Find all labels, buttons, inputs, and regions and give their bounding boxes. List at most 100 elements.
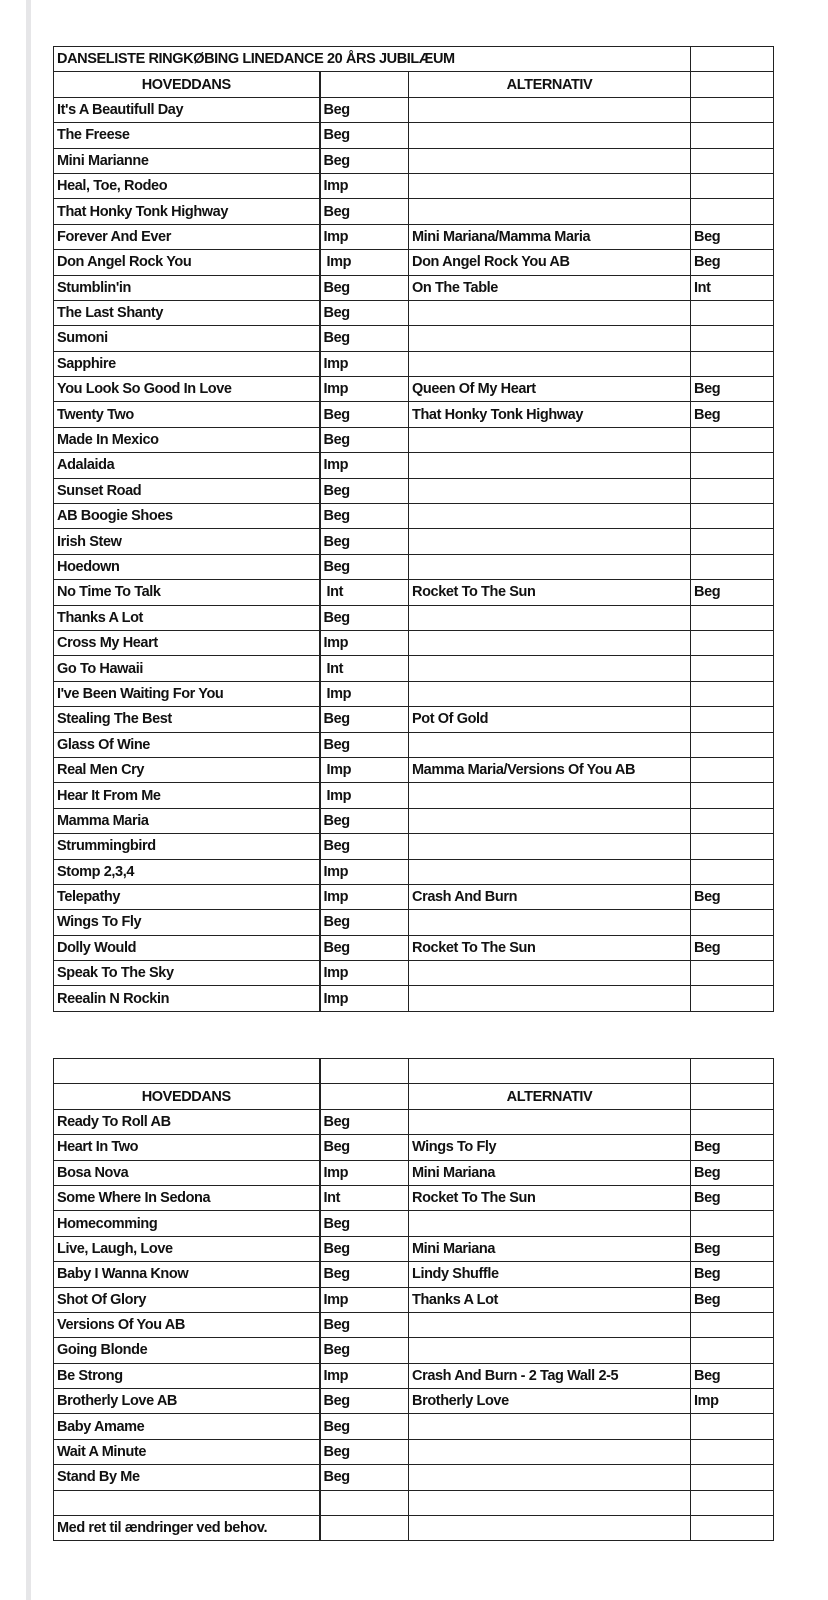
table-row: Bosa Nova Imp Mini Mariana Beg [53, 1159, 774, 1186]
empty-row [53, 1489, 774, 1517]
dance-name: No Time To Talk [53, 579, 320, 606]
table-row: Stumblin'in Beg On The Table Int [53, 274, 774, 301]
dance-level: Beg [318, 934, 409, 962]
table-row: Telepathy Imp Crash And Burn Beg [53, 883, 774, 911]
alternative-dance: Mamma Maria/Versions Of You AB [408, 756, 691, 784]
table-row: Mamma Maria Beg [53, 807, 774, 835]
dance-level: Beg [318, 528, 409, 555]
footer-note: Med ret til ændringer ved behov. [53, 1515, 320, 1542]
table-row: Live, Laugh, Love Beg Mini Mariana Beg [53, 1235, 774, 1263]
alternative-dance [408, 1337, 691, 1364]
document-title: DANSELISTE RINGKØBING LINEDANCE 20 ÅRS J… [53, 45, 691, 73]
dance-name: Stand By Me [53, 1464, 320, 1491]
dance-name: Brotherly Love AB [53, 1388, 320, 1415]
table-row: Real Men Cry Imp Mamma Maria/Versions Of Y… [53, 756, 774, 784]
table-row: Go To Hawaii Int [53, 655, 774, 682]
alternative-dance [408, 858, 691, 885]
dance-level: Beg [318, 1210, 409, 1237]
dance-level: Int [318, 579, 409, 606]
table-row: Glass Of Wine Beg [53, 731, 774, 758]
alternative-level: Beg [690, 249, 774, 276]
alternative-dance [408, 96, 691, 124]
alternative-dance [408, 477, 691, 505]
alternative-level: Beg [690, 223, 774, 251]
dance-name: Sumoni [53, 325, 320, 352]
dance-name: Going Blonde [53, 1337, 320, 1364]
table-row: Baby Amame Beg [53, 1413, 774, 1440]
dance-level: Beg [318, 1311, 409, 1339]
dance-name: Made In Mexico [53, 426, 320, 454]
alternative-level [690, 1464, 774, 1491]
dance-level: Beg [318, 401, 409, 428]
dance-name: Don Angel Rock You [53, 249, 320, 276]
dance-name: Speak To The Sky [53, 960, 320, 987]
alternative-level [690, 528, 774, 555]
dance-level: Imp [318, 883, 409, 911]
alternative-level [690, 350, 774, 378]
dance-level: Imp [318, 452, 409, 479]
alternative-dance: Lindy Shuffle [408, 1261, 691, 1288]
alternative-level [690, 655, 774, 682]
dance-name: Some Where In Sedona [53, 1184, 320, 1212]
table-row: Speak To The Sky Imp [53, 960, 774, 987]
dance-level: Imp [318, 756, 409, 784]
dance-level: Imp [318, 782, 409, 809]
alternative-level [690, 1413, 774, 1440]
table-row: You Look So Good In Love Imp Queen Of My H… [53, 376, 774, 403]
table-row: Reealin N Rockin Imp [53, 985, 774, 1012]
table-row: Thanks A Lot Beg [53, 604, 774, 631]
alternative-dance [408, 960, 691, 987]
alternative-dance: That Honky Tonk Highway [408, 401, 691, 428]
table-row: Made In Mexico Beg [53, 426, 774, 454]
table-row: Homecomming Beg [53, 1210, 774, 1237]
alternative-dance [408, 1464, 691, 1491]
dance-name: Versions Of You AB [53, 1311, 320, 1339]
alternative-level [690, 858, 774, 885]
alternative-level: Beg [690, 1235, 774, 1263]
alternative-level: Beg [690, 1134, 774, 1161]
dance-name: Wings To Fly [53, 909, 320, 936]
dance-name: You Look So Good In Love [53, 376, 320, 403]
dance-name: That Honky Tonk Highway [53, 198, 320, 225]
alternative-dance [408, 909, 691, 936]
table-row: Shot Of Glory Imp Thanks A Lot Beg [53, 1286, 774, 1313]
table-row: Baby I Wanna Know Beg Lindy Shuffle Beg [53, 1261, 774, 1288]
footer-row: Med ret til ændringer ved behov. [53, 1515, 774, 1542]
alternative-level [690, 1438, 774, 1466]
table-row: No Time To Talk Int Rocket To The Sun Beg [53, 579, 774, 606]
alternative-dance [408, 553, 691, 581]
table-row: Sunset Road Beg [53, 477, 774, 505]
alternative-dance [408, 782, 691, 809]
alternative-level: Imp [690, 1388, 774, 1415]
dance-name: Strummingbird [53, 833, 320, 860]
table-row: Irish Stew Beg [53, 528, 774, 555]
alternative-level [690, 122, 774, 149]
alternative-dance [408, 985, 691, 1012]
alternative-dance [408, 1413, 691, 1440]
alternative-level [690, 807, 774, 835]
table-row: Versions Of You AB Beg [53, 1311, 774, 1339]
dance-level: Beg [318, 1108, 409, 1136]
alternative-level [690, 731, 774, 758]
alternative-level [690, 426, 774, 454]
dance-name: Heart In Two [53, 1134, 320, 1161]
alternative-level [690, 147, 774, 174]
dance-level: Imp [318, 1159, 409, 1186]
table-row: Twenty Two Beg That Honky Tonk Highway Beg [53, 401, 774, 428]
alternative-level: Beg [690, 1286, 774, 1313]
table-row: Wait A Minute Beg [53, 1438, 774, 1466]
dance-level: Beg [318, 706, 409, 733]
dance-name: The Freese [53, 122, 320, 149]
table-row: Hoedown Beg [53, 553, 774, 581]
alternative-level: Beg [690, 376, 774, 403]
alternative-level [690, 452, 774, 479]
alternative-dance: Don Angel Rock You AB [408, 249, 691, 276]
alternative-dance [408, 147, 691, 174]
alternative-dance: Queen Of My Heart [408, 376, 691, 403]
alternative-level: Beg [690, 401, 774, 428]
header-alt: ALTERNATIV [408, 71, 691, 98]
table-row: Heart In Two Beg Wings To Fly Beg [53, 1134, 774, 1161]
dance-level: Beg [318, 1235, 409, 1263]
table-row: Dolly Would Beg Rocket To The Sun Beg [53, 934, 774, 962]
dance-level: Imp [318, 1286, 409, 1313]
